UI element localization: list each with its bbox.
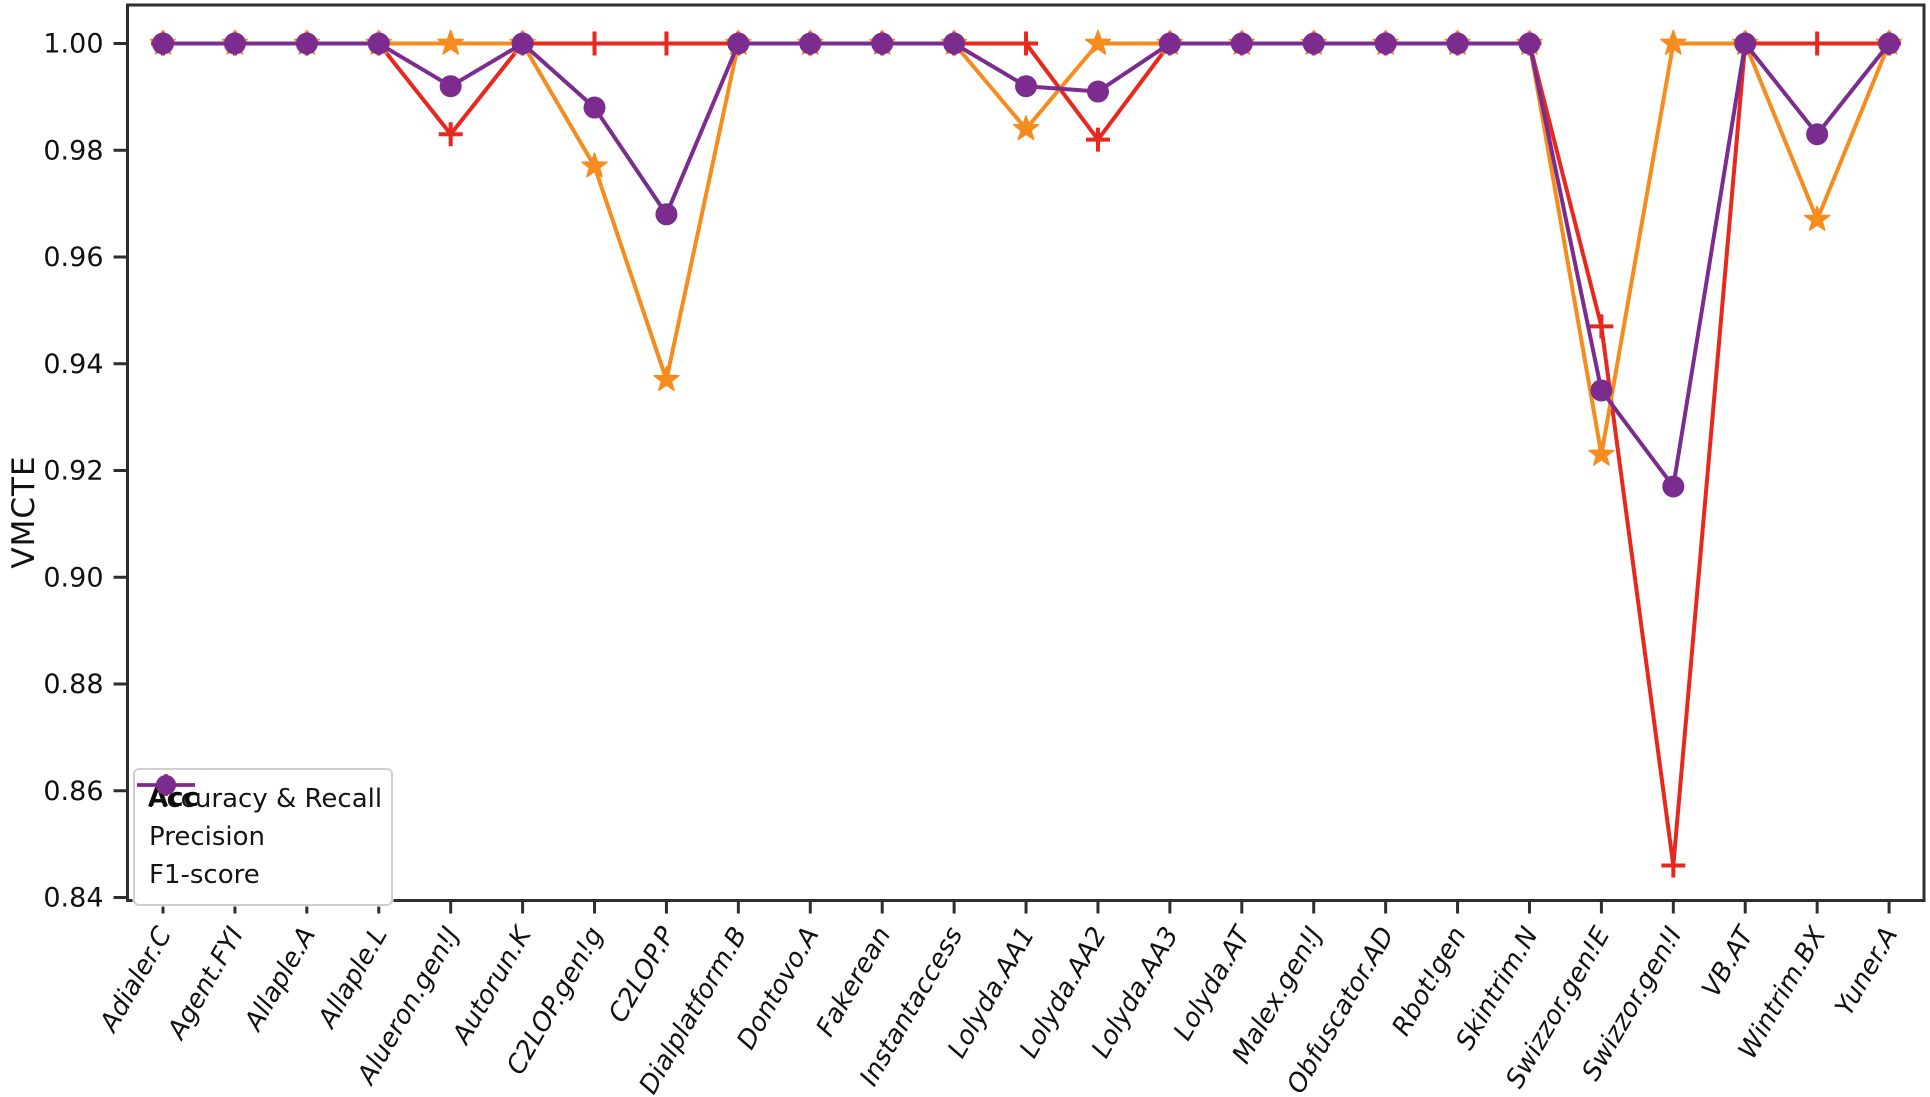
y-axis-title: VMCTE (6, 455, 42, 569)
y-tick-label: 0.92 (43, 456, 103, 487)
data-point-marker (581, 152, 608, 178)
data-point-marker (1806, 123, 1829, 146)
legend: Acc Accuracy & Recall Precision F1-score (133, 768, 393, 906)
data-point-marker (653, 366, 680, 392)
circle-marker-icon (137, 775, 195, 795)
data-point-marker (295, 32, 318, 55)
data-point-marker (223, 32, 246, 55)
data-point-marker (1661, 853, 1686, 878)
data-point-marker (654, 31, 679, 56)
data-point-marker (152, 32, 174, 55)
data-point-marker (1015, 75, 1038, 98)
data-point-marker (1086, 80, 1109, 103)
y-tick-label: 0.94 (43, 349, 103, 380)
data-point-marker (727, 32, 750, 55)
plot-frame (126, 3, 1926, 902)
x-tick-label[interactable]: C2LOP.P (603, 922, 682, 1028)
data-point-marker (511, 32, 534, 55)
data-point-marker (1805, 31, 1830, 56)
data-point-marker (1662, 475, 1685, 498)
y-tick-label: 0.90 (43, 562, 103, 593)
data-point-marker (1660, 29, 1687, 55)
y-tick-label: 0.84 (43, 883, 103, 914)
data-point-marker (799, 32, 822, 55)
data-point-marker (1012, 115, 1040, 141)
data-point-marker (871, 32, 894, 55)
data-point-marker (1230, 32, 1253, 55)
x-tick-label[interactable]: Allaple.L (312, 922, 394, 1035)
x-tick-label[interactable]: Yuner.A (1830, 922, 1904, 1021)
data-point-marker (943, 32, 966, 55)
legend-label: F1-score (149, 860, 260, 890)
data-point-marker (655, 203, 678, 226)
data-point-marker (1158, 32, 1181, 55)
data-point-marker (583, 96, 606, 119)
data-point-marker (582, 31, 607, 56)
y-tick-label: 0.96 (43, 242, 103, 273)
legend-item-f1-score[interactable]: F1-score (137, 775, 375, 894)
y-tick-label: 0.88 (43, 669, 103, 700)
data-point-marker (1374, 32, 1397, 55)
data-point-marker (367, 32, 390, 55)
data-point-marker (438, 122, 463, 147)
data-point-marker (439, 75, 462, 98)
x-tick-label[interactable]: VB.AT (1696, 920, 1761, 1002)
legend-label: Precision (149, 822, 266, 852)
data-point-marker (1588, 440, 1615, 466)
y-tick-label: 1.00 (43, 29, 103, 60)
x-tick-label[interactable]: Allaple.A (238, 922, 322, 1037)
y-tick-label: 0.98 (43, 135, 103, 166)
data-point-marker (1589, 314, 1614, 339)
data-point-marker (1590, 379, 1613, 402)
y-tick-label: 0.86 (43, 776, 103, 807)
data-point-marker (1734, 32, 1757, 55)
data-point-marker (1446, 32, 1469, 55)
data-point-marker (1014, 31, 1039, 56)
data-point-marker (1878, 32, 1901, 55)
legend-item-precision[interactable]: Precision (137, 774, 375, 856)
data-point-marker (1518, 32, 1541, 55)
data-point-marker (1084, 29, 1112, 55)
data-point-marker (1085, 127, 1110, 152)
data-point-marker (437, 29, 464, 55)
data-point-marker (1804, 205, 1831, 231)
data-point-marker (1302, 32, 1325, 55)
